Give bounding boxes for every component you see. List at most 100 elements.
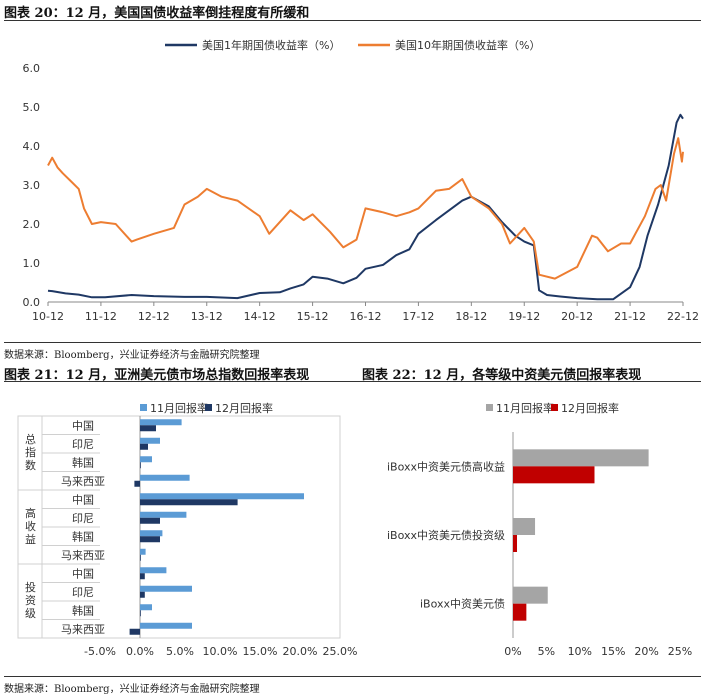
y-tick-label: 1.0 xyxy=(23,257,41,270)
x-tick-label: 0.0% xyxy=(126,645,154,658)
title-rule xyxy=(4,20,701,21)
x-tick-label: 0% xyxy=(504,645,521,658)
x-tick-label: 15.0% xyxy=(243,645,278,658)
y-tick-label: 5.0 xyxy=(23,101,41,114)
x-tick-label: 10.0% xyxy=(203,645,238,658)
bar-dec xyxy=(140,443,148,450)
x-tick-label: 25.0% xyxy=(323,645,358,658)
x-tick-label: 16-12 xyxy=(350,310,382,323)
y-tick-label: 4.0 xyxy=(23,140,41,153)
x-tick-label: 11-12 xyxy=(85,310,117,323)
x-tick-label: 13-12 xyxy=(191,310,223,323)
category-label: 韩国 xyxy=(72,455,94,469)
category-label: iBoxx中资美元债高收益 xyxy=(387,459,505,473)
x-tick-label: 5.0% xyxy=(166,645,194,658)
legend-label: 美国10年期国债收益率（%） xyxy=(395,38,540,52)
legend-label: 美国1年期国债收益率（%） xyxy=(202,38,340,52)
category-label: 韩国 xyxy=(72,603,94,617)
source-note: 数据来源：Bloomberg，兴业证券经济与金融研究院整理 xyxy=(4,350,260,361)
y-tick-label: 2.0 xyxy=(23,218,41,231)
source-note: 数据来源：Bloomberg，兴业证券经济与金融研究院整理 xyxy=(4,684,260,695)
group-label: 总指数 xyxy=(24,432,37,472)
category-label: 马来西亚 xyxy=(61,475,105,488)
bar-dec xyxy=(134,480,140,487)
bar-nov xyxy=(140,622,192,629)
series-line-1y xyxy=(47,113,684,301)
group-label: 高收益 xyxy=(24,506,37,546)
bar-dec xyxy=(513,466,595,484)
bar-nov xyxy=(140,530,163,537)
bar-dec xyxy=(140,536,160,543)
x-tick-label: 20% xyxy=(634,645,658,658)
bar-nov xyxy=(140,585,192,592)
asia-usd-bond-return-bar-chart: 总指数高收益投资级中国印尼韩国马来西亚中国印尼韩国马来西亚中国印尼韩国马来西亚-… xyxy=(17,401,358,658)
legend-label: 12月回报率 xyxy=(561,401,619,415)
legend-swatch xyxy=(205,404,212,411)
y-tick-label: 6.0 xyxy=(23,62,41,75)
y-tick-label: 0.0 xyxy=(23,296,41,309)
x-tick-label: 10-12 xyxy=(32,310,64,323)
title-rule xyxy=(4,381,701,382)
bar-dec xyxy=(140,425,156,432)
y-tick-label: 3.0 xyxy=(23,179,41,192)
x-tick-label: 25% xyxy=(668,645,692,658)
category-label: 马来西亚 xyxy=(61,623,105,636)
figure-22-title: 图表 22：12 月，各等级中资美元债回报率表现 xyxy=(362,368,642,383)
legend-swatch xyxy=(551,404,558,411)
bar-nov xyxy=(513,449,649,467)
category-label: 中国 xyxy=(72,493,94,506)
divider xyxy=(4,342,701,343)
series-line-10y xyxy=(47,137,684,280)
treasury-yield-line-chart: 0.0 1.0 2.0 3.0 4.0 5.0 6.0 10-12 11-12 12-12 13-1… xyxy=(23,38,699,323)
divider xyxy=(4,676,701,677)
figure-20-title: 图表 20：12 月，美国国债收益率倒挂程度有所缓和 xyxy=(4,6,310,21)
china-usd-bond-grade-return-bar-chart: iBoxx中资美元债高收益 iBoxx中资美元债投资级 iBoxx中资美元债 0% 5%… xyxy=(387,401,692,658)
category-label: 印尼 xyxy=(72,438,94,451)
x-tick-label: 14-12 xyxy=(244,310,276,323)
bar-nov xyxy=(140,567,167,574)
figure-21-title: 图表 21：12 月，亚洲美元债市场总指数回报率表现 xyxy=(4,368,310,383)
bar-dec xyxy=(140,573,145,580)
bar-dec xyxy=(140,554,141,561)
plot-frame xyxy=(17,415,341,639)
bar-nov xyxy=(513,518,536,535)
bar-dec xyxy=(140,610,141,617)
bar-dec xyxy=(140,499,238,506)
bar-nov xyxy=(140,437,160,444)
legend-label: 12月回报率 xyxy=(215,401,273,415)
bar-nov xyxy=(140,548,146,555)
bar-nov xyxy=(140,419,182,426)
x-tick-label: 17-12 xyxy=(402,310,434,323)
bar-nov xyxy=(140,604,152,611)
bar-dec xyxy=(140,462,141,469)
x-tick-label: 20.0% xyxy=(283,645,318,658)
legend-label: 11月回报率 xyxy=(496,401,554,415)
group-label: 投资级 xyxy=(24,580,37,620)
bar-nov xyxy=(140,493,304,500)
x-tick-label: 21-12 xyxy=(614,310,646,323)
x-tick-label: 12-12 xyxy=(138,310,170,323)
category-label: 中国 xyxy=(72,567,94,580)
bar-nov xyxy=(140,456,152,463)
x-tick-label: 22-12 xyxy=(667,310,699,323)
x-tick-label: 15-12 xyxy=(297,310,329,323)
bar-nov xyxy=(140,474,190,481)
x-tick-label: 15% xyxy=(601,645,625,658)
bar-dec xyxy=(140,591,145,598)
x-tick-label: 20-12 xyxy=(561,310,593,323)
x-tick-label: 19-12 xyxy=(508,310,540,323)
category-label: 印尼 xyxy=(72,512,94,525)
category-label: 印尼 xyxy=(72,586,94,599)
category-label: iBoxx中资美元债 xyxy=(420,597,505,611)
category-label: 马来西亚 xyxy=(61,549,105,562)
category-label: 韩国 xyxy=(72,529,94,543)
category-label: 中国 xyxy=(72,419,94,432)
bar-nov xyxy=(513,586,548,604)
x-tick-label: 18-12 xyxy=(455,310,487,323)
legend-swatch xyxy=(486,404,493,411)
x-tick-label: -5.0% xyxy=(84,645,116,658)
category-label: iBoxx中资美元债投资级 xyxy=(387,528,505,542)
bar-dec xyxy=(129,628,140,635)
bar-nov xyxy=(140,511,187,518)
bar-dec xyxy=(513,535,518,552)
